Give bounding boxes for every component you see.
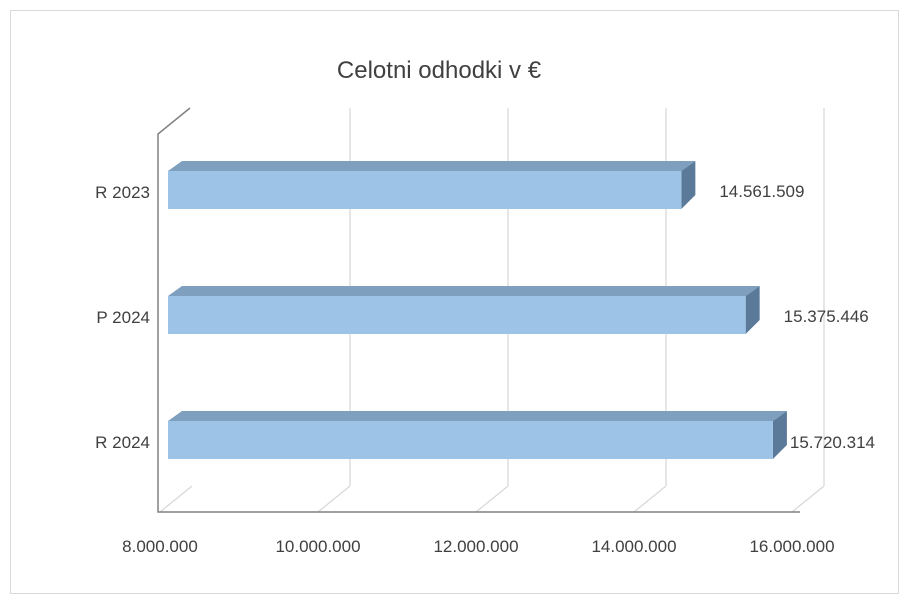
category-label: P 2024 <box>96 308 150 327</box>
category-label: R 2023 <box>95 183 150 202</box>
bar-side-face <box>745 286 760 334</box>
x-tick-label: 10.000.000 <box>275 537 360 556</box>
bar-top-face <box>168 286 760 296</box>
gridline-floor <box>791 485 825 513</box>
chart-title: Celotni odhodki v € <box>337 57 542 84</box>
data-label: 15.720.314 <box>790 433 875 452</box>
x-tick-label: 14.000.000 <box>591 537 676 556</box>
bar <box>168 171 682 209</box>
gridline-floor <box>475 485 509 513</box>
data-label: 15.375.446 <box>784 307 869 326</box>
x-tick-label: 8.000.000 <box>122 537 198 556</box>
axis-walls <box>157 107 800 513</box>
x-tick-label: 12.000.000 <box>433 537 518 556</box>
gridline-floor <box>159 485 193 513</box>
x-tick-label: 16.000.000 <box>749 537 834 556</box>
bar <box>168 421 773 459</box>
gridline-floor <box>633 485 667 513</box>
labels: 8.000.000 10.000.000 12.000.000 14.000.000 1… <box>95 182 875 556</box>
axes <box>157 107 800 513</box>
bar-top-face <box>168 161 696 171</box>
bar-side-face <box>772 411 787 459</box>
bar-top-face <box>168 411 787 421</box>
bar-side-face <box>681 161 696 209</box>
bars <box>168 161 787 459</box>
category-label: R 2024 <box>95 433 150 452</box>
gridline-floor <box>317 485 351 513</box>
bar <box>168 296 746 334</box>
data-label: 14.561.509 <box>719 182 804 201</box>
